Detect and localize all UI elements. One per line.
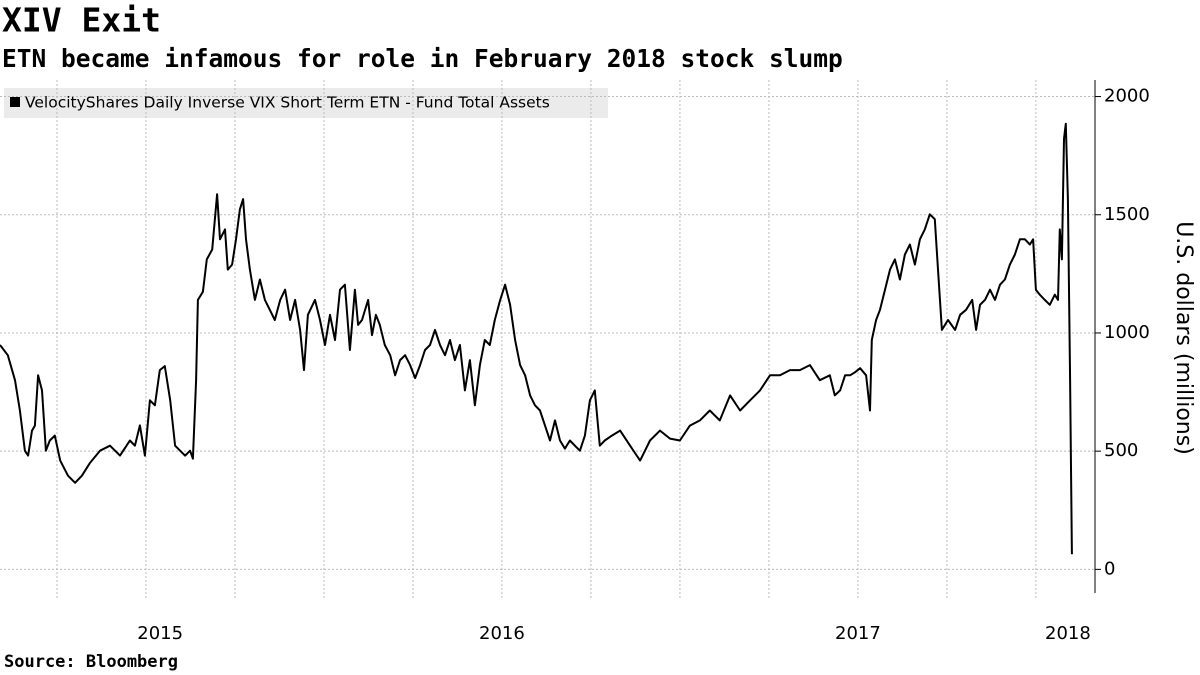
x-tick-label: 2016 bbox=[479, 623, 525, 644]
series-line bbox=[0, 122, 1073, 555]
y-tick-label: 0 bbox=[1104, 558, 1115, 579]
x-tick-label: 2017 bbox=[835, 623, 881, 644]
chart-subtitle: ETN became infamous for role in February… bbox=[2, 44, 843, 73]
y-tick-label: 1000 bbox=[1104, 322, 1150, 343]
x-tick-label: 2018 bbox=[1045, 623, 1091, 644]
y-tick-label: 500 bbox=[1104, 440, 1138, 461]
source: Source: Bloomberg bbox=[4, 652, 178, 672]
y-tick-label: 2000 bbox=[1104, 86, 1150, 107]
legend-box bbox=[4, 88, 608, 118]
y-axis-label: U.S. dollars (millions) bbox=[1171, 221, 1196, 455]
legend-label: VelocityShares Daily Inverse VIX Short T… bbox=[25, 94, 550, 112]
legend-swatch bbox=[10, 97, 20, 107]
x-tick-label: 2015 bbox=[137, 623, 183, 644]
y-tick-label: 1500 bbox=[1104, 204, 1150, 225]
chart-title: XIV Exit bbox=[2, 1, 161, 40]
